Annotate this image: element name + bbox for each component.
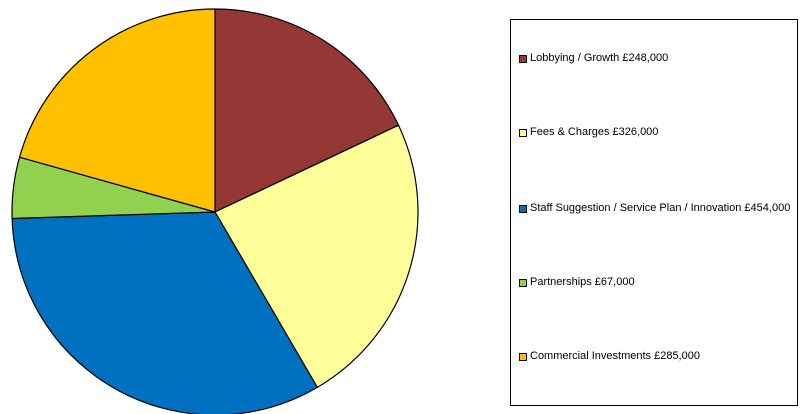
legend-item-2: Staff Suggestion / Service Plan / Innova… <box>519 203 794 214</box>
legend-label-3: Partnerships £67,000 <box>530 276 635 288</box>
legend-item-3: Partnerships £67,000 <box>519 277 794 288</box>
legend-label-0: Lobbying / Growth £248,000 <box>530 52 669 64</box>
pie-chart <box>11 8 419 414</box>
pie-slice-0 <box>214 8 400 213</box>
pie-slice-2 <box>11 211 318 414</box>
legend-label-1: Fees & Charges £326,000 <box>530 126 659 138</box>
legend-label-4: Commercial Investments £285,000 <box>530 350 700 362</box>
chart-legend: Lobbying / Growth £248,000 Fees & Charges… <box>510 19 798 406</box>
legend-swatch-2 <box>519 205 527 213</box>
legend-item-1: Fees & Charges £326,000 <box>519 127 794 138</box>
legend-swatch-0 <box>519 55 527 63</box>
legend-swatch-4 <box>519 353 527 361</box>
legend-swatch-1 <box>519 129 527 137</box>
legend-label-2: Staff Suggestion / Service Plan / Innova… <box>530 202 791 214</box>
legend-item-4: Commercial Investments £285,000 <box>519 351 794 362</box>
legend-item-0: Lobbying / Growth £248,000 <box>519 53 794 64</box>
pie-slice-4 <box>18 8 216 213</box>
legend-swatch-3 <box>519 279 527 287</box>
pie-slice-1 <box>214 124 419 388</box>
